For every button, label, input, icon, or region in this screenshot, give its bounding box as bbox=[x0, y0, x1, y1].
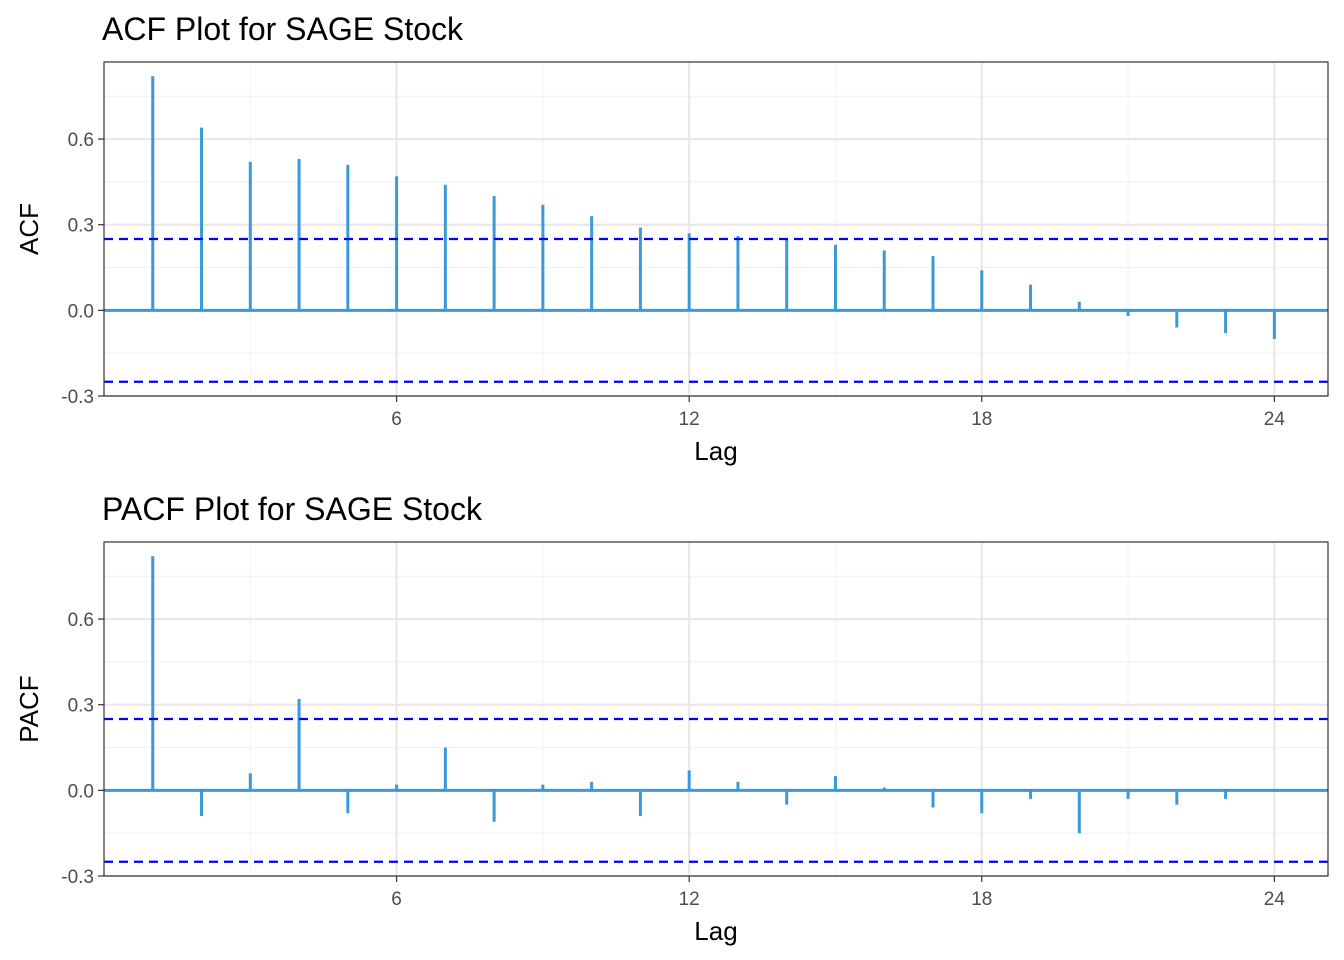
acf-chart-title: ACF Plot for SAGE Stock bbox=[102, 11, 464, 47]
pacf-panel: -0.3 0.0 0.3 0.6 6 12 18 24 PACF Plot for SAGE S… bbox=[14, 491, 1329, 946]
acf-panel: -0.3 0.0 0.3 0.6 6 12 18 24 ACF Plot for SAGE St… bbox=[14, 11, 1329, 466]
pacf-panel-border bbox=[103, 541, 1329, 877]
pacf-chart-title: PACF Plot for SAGE Stock bbox=[102, 491, 483, 527]
acf-y-tick-label: 0.0 bbox=[68, 301, 94, 322]
acf-x-tick-label: 24 bbox=[1264, 409, 1286, 430]
acf-panel-border bbox=[103, 61, 1329, 397]
pacf-x-tick-label: 18 bbox=[971, 889, 992, 910]
pacf-x-tick-label: 24 bbox=[1264, 889, 1286, 910]
pacf-y-tick-label: 0.0 bbox=[68, 781, 94, 802]
acf-y-tick-label: 0.6 bbox=[68, 130, 94, 151]
pacf-y-tick-label: 0.3 bbox=[68, 696, 94, 717]
pacf-x-axis-title: Lag bbox=[694, 916, 737, 946]
pacf-y-tick-label: 0.6 bbox=[68, 610, 94, 631]
acf-y-tick-label: -0.3 bbox=[61, 387, 94, 408]
acf-x-tick-label: 6 bbox=[391, 409, 402, 430]
pacf-y-axis-title: PACF bbox=[14, 675, 44, 742]
pacf-x-tick-label: 6 bbox=[391, 889, 402, 910]
acf-y-axis-title: ACF bbox=[14, 203, 44, 255]
acf-x-tick-label: 18 bbox=[971, 409, 992, 430]
pacf-y-tick-label: -0.3 bbox=[61, 867, 94, 888]
acf-y-tick-label: 0.3 bbox=[68, 216, 94, 237]
pacf-x-tick-label: 12 bbox=[679, 889, 700, 910]
acf-x-tick-label: 12 bbox=[679, 409, 700, 430]
acf-x-axis-title: Lag bbox=[694, 436, 737, 466]
